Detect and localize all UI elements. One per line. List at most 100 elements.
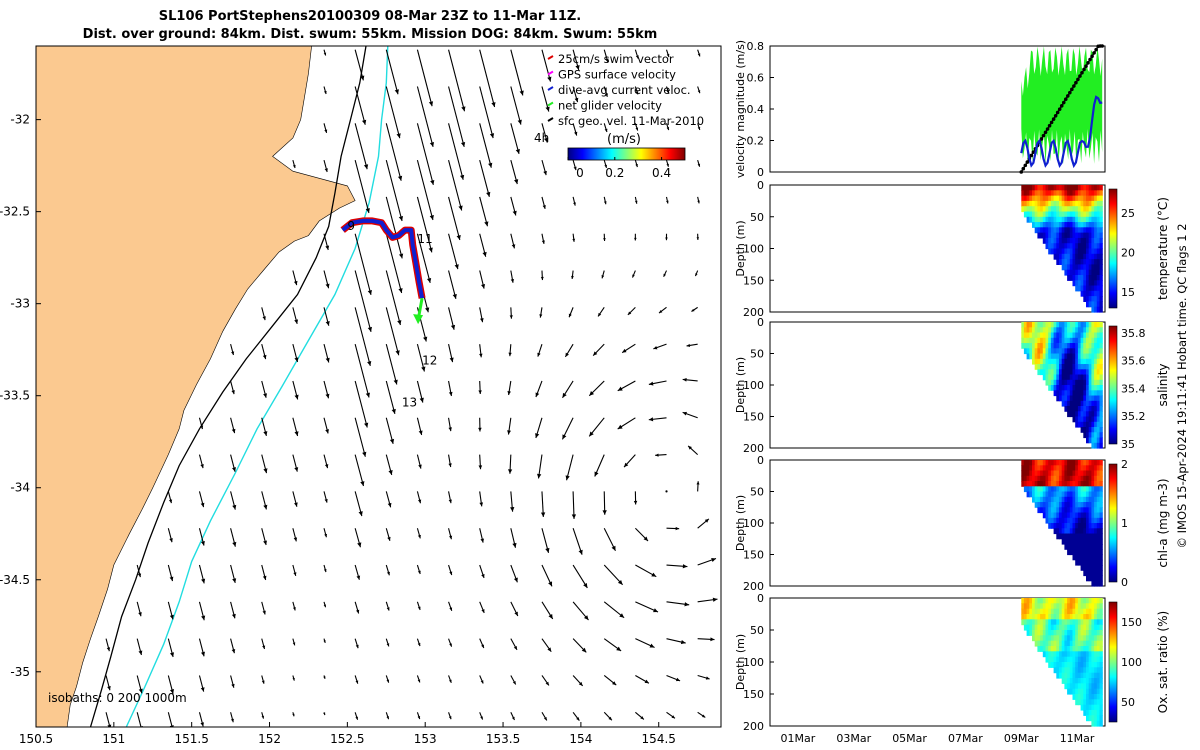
velocity-arrow — [603, 527, 616, 552]
temperature-colorbar-label: temperature (°C) — [1156, 197, 1170, 300]
velocity-arrow — [665, 49, 670, 58]
surface-velocity-point — [1080, 70, 1084, 75]
temperature-colorbar-tick: 25 — [1121, 207, 1135, 220]
velocity-arrow — [136, 675, 143, 694]
velocity-arrow — [385, 675, 390, 683]
velocity-arrow — [510, 123, 520, 155]
velocity-arrow — [292, 417, 299, 437]
velocity-arrow — [603, 159, 608, 169]
velocity-arrow — [354, 712, 359, 720]
salinity-section — [1021, 322, 1103, 449]
x-tick-label: 151.5 — [175, 732, 209, 746]
velocity-arrow — [666, 526, 680, 531]
velocity-arrow — [571, 270, 574, 280]
velocity-arrow — [572, 123, 578, 136]
velocity-arrow — [323, 270, 330, 289]
panel-y-tick-label: 150 — [743, 274, 764, 287]
velocity-arrow — [603, 601, 625, 619]
velocity-arrow — [385, 159, 404, 222]
chla-colorbar-tick: 1 — [1121, 517, 1128, 530]
velocity-arrow — [572, 711, 580, 721]
x-tick-label: 152 — [258, 732, 281, 746]
velocity-arrow — [136, 564, 142, 578]
velocity-arrow — [354, 638, 359, 649]
velocity-arrow — [682, 377, 698, 382]
velocity-arrow — [136, 712, 143, 727]
velocity-arrow — [448, 491, 452, 504]
velocity-arrow — [167, 638, 175, 658]
velocity-arrow — [603, 86, 608, 97]
velocity-arrow — [539, 307, 543, 318]
oxygen-colorbar-tick: 50 — [1121, 696, 1135, 709]
surface-velocity-point — [1061, 100, 1066, 105]
velocity-arrow — [697, 123, 701, 131]
velocity-arrow — [292, 454, 299, 472]
velocity-arrow — [261, 601, 266, 615]
panel-y-tick-label: 200 — [743, 442, 764, 455]
velocity-arrow — [323, 454, 329, 469]
surface-velocity-point — [1023, 163, 1028, 168]
panel-y-tick-label: 50 — [750, 211, 764, 224]
velocity-arrow — [541, 196, 546, 209]
velocity-arrow — [697, 711, 706, 718]
velocity-arrow — [354, 123, 369, 170]
velocity-arrow — [448, 196, 461, 241]
velocity-arrow — [541, 601, 554, 620]
velocity-arrow — [635, 674, 650, 684]
velocity-arrow — [635, 638, 655, 648]
velocity-arrow — [565, 454, 574, 481]
legend-swatch — [547, 117, 554, 122]
surface-velocity-point — [1092, 51, 1096, 55]
velocity-arrow — [323, 528, 328, 538]
chla-depth-ylabel: Depth (m) — [734, 495, 747, 551]
velocity-arrow — [666, 711, 676, 719]
velocity-arrow — [416, 491, 422, 504]
chla-section — [1021, 460, 1103, 587]
velocity-arrow — [541, 638, 552, 653]
footer-credit: © IMOS 15-Apr-2024 19:11:41 Hobart time.… — [1175, 223, 1189, 548]
surface-velocity-point — [1041, 133, 1046, 138]
velocity-arrow — [416, 528, 421, 539]
surface-velocity-point — [1049, 120, 1054, 125]
velocity-arrow — [691, 306, 698, 312]
oxygen-colorbar-tick: 150 — [1121, 616, 1142, 629]
panel-y-tick-label: 0 — [757, 316, 764, 329]
velocity-arrow — [478, 454, 483, 470]
velocity-arrow — [617, 380, 636, 392]
velocity-arrow — [572, 233, 576, 242]
velocity-arrow — [507, 380, 512, 396]
velocity-arrow — [323, 491, 328, 503]
velocity-arrow — [448, 564, 453, 576]
velocity-arrow — [230, 601, 236, 619]
velocity-arrow — [564, 343, 574, 358]
velocity-arrow — [448, 380, 453, 397]
temperature-section — [1021, 185, 1103, 313]
surface-velocity-point — [1070, 87, 1074, 92]
velocity-arrow — [416, 380, 424, 403]
velocity-arrow — [385, 123, 403, 181]
panel-y-tick-label: 100 — [743, 243, 764, 256]
velocity-arrow — [385, 491, 392, 508]
velocity-arrow — [323, 307, 330, 326]
velocity-arrow — [292, 528, 298, 542]
isobath-1000m — [125, 46, 389, 727]
velocity-arrow — [510, 86, 522, 125]
velocity-arrow — [634, 233, 637, 241]
velocity-arrow — [198, 675, 205, 692]
velocity-arrow — [594, 454, 605, 477]
velocity-arrow — [167, 601, 174, 620]
velocity-arrow — [261, 344, 267, 360]
surface-velocity-point — [1076, 77, 1080, 82]
chla-colorbar-tick: 0 — [1121, 576, 1128, 589]
legend-entry: sfc geo. vel. 11-Mar-2010 — [558, 114, 704, 128]
velocity-arrow — [588, 380, 605, 397]
colorbar-tick-label: 0 — [576, 166, 584, 180]
velocity-arrow — [167, 491, 173, 504]
x-tick-label: 153 — [414, 732, 437, 746]
time-tick-label: 07Mar — [948, 732, 983, 745]
velocity-arrow — [696, 233, 700, 240]
velocity-arrow — [385, 344, 398, 385]
velocity-arrow — [323, 344, 330, 363]
velocity-arrow — [597, 307, 605, 317]
velocity-arrow — [354, 233, 372, 296]
